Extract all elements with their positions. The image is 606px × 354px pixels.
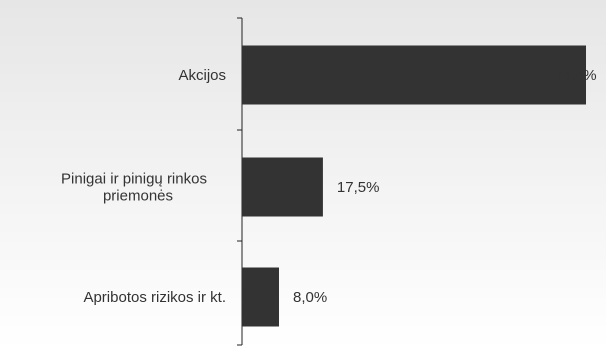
bar [242, 45, 586, 105]
category-label: Apribotos rizikos ir kt. [83, 289, 226, 306]
value-label: 17,5% [337, 179, 380, 196]
category-label: priemonės [103, 188, 173, 205]
category-label: Pinigai ir pinigų rinkos [61, 171, 207, 188]
bar [242, 157, 323, 217]
category-label: Akcijos [178, 67, 226, 84]
value-label: 74,4% [554, 67, 597, 84]
value-label: 8,0% [293, 289, 327, 306]
bar [242, 267, 279, 327]
